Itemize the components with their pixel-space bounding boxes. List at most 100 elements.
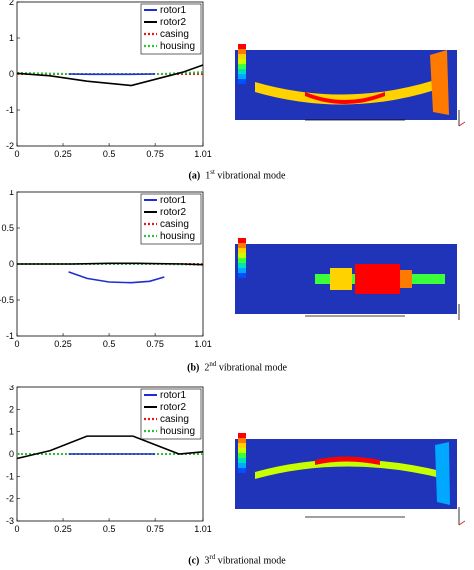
contour-swatch [238,54,246,59]
fem-legend-bar [238,433,246,473]
caption-superscript: st [210,168,215,176]
contour-swatch [238,79,246,84]
fem-mode-image-a [235,20,466,128]
rotor-shaft [255,459,445,479]
x-tick-label: 1.01 [194,149,212,159]
series-line-rotor2 [16,64,204,87]
contour-swatch [238,258,246,263]
x-tick-label: 0.25 [54,524,72,534]
y-tick-label: 1 [9,427,14,437]
caption-number: 1 [205,170,211,182]
rotor-max-deflection [305,92,385,104]
x-tick-label: 0 [14,524,19,534]
rotor-shaft [255,80,435,105]
caption-letter: (b) [187,362,200,374]
contour-swatch [238,448,246,453]
x-tick-label: 0.75 [146,524,164,534]
caption-b: (b) 2nd vibrational mode [0,360,474,373]
y-tick-label: -2 [6,141,14,151]
legend-label-rotor1: rotor1 [160,195,187,206]
y-tick-label: -2 [6,494,14,504]
y-tick-label: 3 [9,385,14,392]
legend-label-casing: casing [160,29,189,40]
panel-b: 1 0.5 0 -0.5 -1 0 0.25 0.5 0.75 1.01 rotor1 rotor2 c… [0,190,474,376]
caption-letter: (a) [188,170,201,182]
y-tick-label: -1 [6,471,14,481]
mode-plot-b: 10.50-0.5-10 0.25 0.5 0.75 1.01rotor1rotor2c… [0,190,212,349]
contour-swatch [238,268,246,273]
contour-swatch [238,468,246,473]
caption-superscript: nd [209,360,217,368]
contour-swatch [238,443,246,448]
legend-box [140,3,202,55]
contour-swatch [238,273,246,278]
y-tick-label: 0.5 [1,223,14,233]
contour-swatch [238,253,246,258]
axis-triad-x [458,121,466,127]
y-tick-label: 0 [9,449,14,459]
contour-swatch [238,263,246,268]
series-line-rotor2 [16,435,204,460]
caption-text: vibrational mode [217,555,286,567]
legend-label-rotor2: rotor2 [160,207,187,218]
legend-label-rotor1: rotor1 [160,390,187,401]
caption-a: (a) 1st vibrational mode [0,168,474,181]
fem-legend-bar [238,238,246,278]
contour-swatch [238,238,246,243]
y-tick-label: 0 [9,259,14,269]
fem-render-b [235,234,465,322]
fem-mode-image-b [235,234,465,322]
x-tick-label: 0 [14,339,19,349]
contour-swatch [238,463,246,468]
fem-mode-image-c [235,387,466,529]
contour-swatch [238,69,246,74]
y-tick-label: -1 [6,331,14,341]
legend-label-housing: housing [160,231,195,242]
rotor-disk [400,270,412,288]
caption-number: 3 [204,555,210,567]
y-tick-label: -0.5 [0,295,14,305]
x-tick-label: 0 [14,149,19,159]
x-tick-label: 0.5 [103,339,116,349]
legend-label-casing: casing [160,219,189,230]
fem-render-c [235,387,466,529]
legend-box [140,193,202,245]
x-tick-label: 0.5 [103,149,116,159]
contour-swatch [238,243,246,248]
legend-label-casing: casing [160,414,189,425]
legend-box [140,388,202,440]
legend-label-rotor2: rotor2 [160,17,187,28]
contour-swatch [238,248,246,253]
x-tick-label: 0.75 [146,149,164,159]
legend-label-housing: housing [160,41,195,52]
y-tick-label: -3 [6,516,14,526]
fem-render-a [235,20,466,128]
caption-text: vibrational mode [217,170,286,182]
contour-swatch [238,438,246,443]
contour-swatch [238,458,246,463]
y-tick-label: 1 [9,190,14,197]
caption-letter: (c) [188,555,200,567]
caption-superscript: rd [209,553,216,561]
end-disk [435,442,450,505]
end-disk [430,50,449,115]
contour-swatch [238,433,246,438]
caption-text: vibrational mode [218,362,287,374]
rotor-stage [330,268,352,290]
panel-c: 3 2 1 0 -1 -2 -3 0 0.25 0.5 0.75 1.01 rotor1 rotor2 ca… [0,385,474,570]
rotor-max-deflection [315,456,380,465]
contour-swatch [238,59,246,64]
y-tick-label: 0 [9,69,14,79]
contour-swatch [238,44,246,49]
legend-label-housing: housing [160,426,195,437]
mode-plot-a: 210-1-20 0.25 0.5 0.75 1.01rotor1rotor2casin… [6,0,212,159]
x-tick-label: 1.01 [194,339,212,349]
contour-swatch [238,64,246,69]
caption-c: (c) 3rd vibrational mode [0,553,474,566]
legend-label-rotor2: rotor2 [160,402,187,413]
x-tick-label: 0.75 [146,339,164,349]
